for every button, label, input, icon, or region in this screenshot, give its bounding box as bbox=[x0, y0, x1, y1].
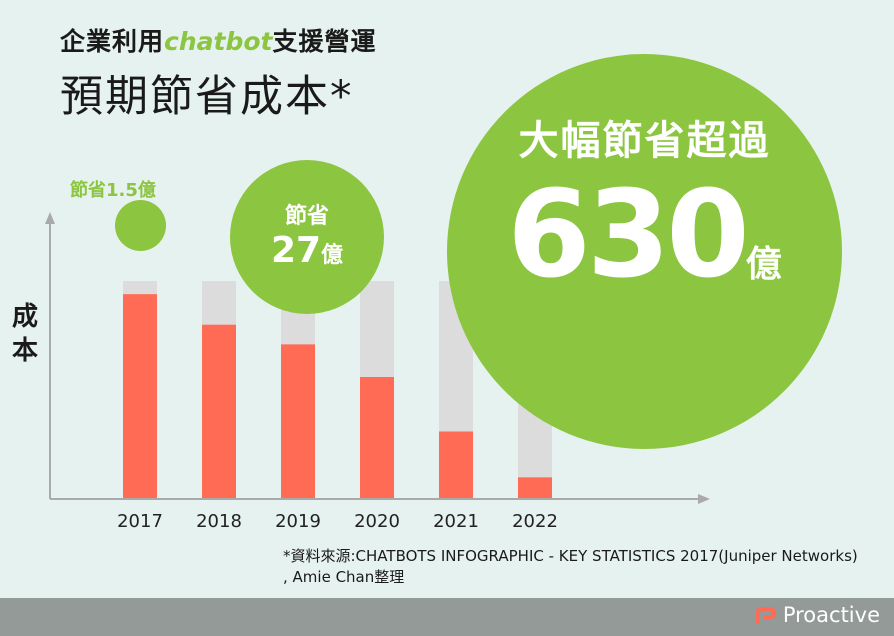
saving-label-small: 節省1.5億 bbox=[70, 180, 156, 201]
cost-bar-2021 bbox=[439, 431, 473, 499]
saving-bar-2020 bbox=[360, 281, 394, 377]
y-axis-label: 成本 bbox=[11, 302, 38, 366]
saving-bubble-large-value: 630億 bbox=[507, 166, 782, 305]
x-tick-label-2021: 2021 bbox=[433, 511, 479, 532]
x-tick-label-2022: 2022 bbox=[512, 511, 558, 532]
chart-title-line1: 企業利用chatbot支援營運 bbox=[60, 27, 377, 56]
saving-bubble-large-unit: 億 bbox=[745, 244, 782, 285]
cost-bar-2022 bbox=[518, 477, 552, 499]
saving-bubble-small bbox=[115, 200, 166, 251]
proactive-logo-icon bbox=[755, 607, 776, 623]
cost-bar-2017 bbox=[123, 294, 157, 499]
saving-bubble-medium-unit: 億 bbox=[321, 243, 344, 268]
x-axis-arrow bbox=[698, 494, 710, 504]
x-tick-label-2019: 2019 bbox=[275, 511, 321, 532]
source-line2: , Amie Chan整理 bbox=[283, 568, 405, 586]
saving-bubble-large: 大幅節省超過 630億 bbox=[447, 54, 842, 449]
cost-bar-2018 bbox=[202, 324, 236, 499]
x-tick-label-2020: 2020 bbox=[354, 511, 400, 532]
saving-bubble-medium-title: 節省 bbox=[284, 204, 329, 229]
chart-title-line2: 預期節省成本* bbox=[60, 72, 354, 122]
cost-bar-2019 bbox=[281, 344, 315, 499]
saving-bubble-medium-value: 27億 bbox=[270, 230, 344, 271]
source-line1: *資料來源:CHATBOTS INFOGRAPHIC - KEY STATIST… bbox=[283, 547, 858, 565]
x-tick-label-2018: 2018 bbox=[196, 511, 242, 532]
y-axis-arrow bbox=[45, 212, 55, 224]
saving-bar-2017 bbox=[123, 281, 157, 295]
footer-bar: Proactive bbox=[0, 598, 894, 636]
cost-bar-2020 bbox=[360, 376, 394, 499]
source-note: *資料來源:CHATBOTS INFOGRAPHIC - KEY STATIST… bbox=[283, 546, 858, 588]
proactive-logo[interactable]: Proactive bbox=[753, 603, 880, 627]
saving-bubble-medium: 節省 27億 bbox=[230, 160, 384, 314]
proactive-logo-text: Proactive bbox=[782, 603, 880, 627]
saving-bubble-large-title: 大幅節省超過 bbox=[518, 118, 771, 164]
chatbot-brand-text: chatbot bbox=[164, 27, 273, 56]
saving-bar-2018 bbox=[202, 281, 236, 325]
x-tick-label-2017: 2017 bbox=[117, 511, 163, 532]
